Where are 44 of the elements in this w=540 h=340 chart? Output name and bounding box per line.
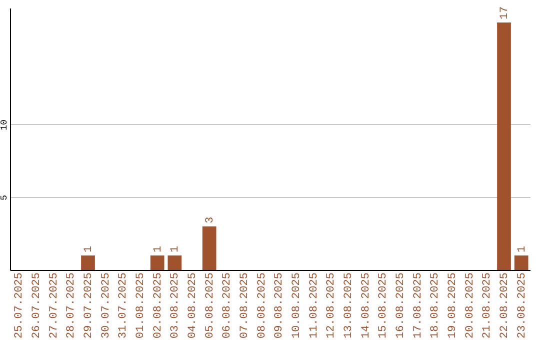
x-tick-label: 07.08.2025 <box>239 272 251 339</box>
bar <box>497 22 511 270</box>
x-tick-label: 03.08.2025 <box>170 272 182 339</box>
x-tick-label: 21.08.2025 <box>482 272 494 339</box>
x-tick-label: 28.07.2025 <box>66 272 78 339</box>
x-tick-label: 25.07.2025 <box>14 272 26 339</box>
x-tick-label: 11.08.2025 <box>308 272 320 339</box>
x-tick-label: 06.08.2025 <box>222 272 234 339</box>
y-tick-label: 5 <box>0 195 10 200</box>
data-label: 1 <box>152 245 164 252</box>
x-tick-label: 29.07.2025 <box>83 272 95 339</box>
x-tick-label: 17.08.2025 <box>412 272 424 339</box>
x-tick-label: 16.08.2025 <box>395 272 407 339</box>
data-label: 1 <box>516 245 528 252</box>
data-label: 1 <box>83 245 95 252</box>
x-tick-label: 18.08.2025 <box>430 272 442 339</box>
x-tick-label: 23.08.2025 <box>516 272 528 339</box>
x-tick-label: 20.08.2025 <box>464 272 476 339</box>
bar <box>514 255 528 270</box>
bar <box>81 255 95 270</box>
x-tick-label: 02.08.2025 <box>152 272 164 339</box>
x-tick-label: 15.08.2025 <box>378 272 390 339</box>
x-tick-label: 14.08.2025 <box>360 272 372 339</box>
x-tick-label: 27.07.2025 <box>48 272 60 339</box>
data-label: 1 <box>170 245 182 252</box>
x-tick-label: 13.08.2025 <box>343 272 355 339</box>
x-tick-label: 31.07.2025 <box>118 272 130 339</box>
data-label: 17 <box>499 6 511 20</box>
x-tick-label: 09.08.2025 <box>274 272 286 339</box>
bar <box>150 255 164 270</box>
x-tick-label: 05.08.2025 <box>204 272 216 339</box>
x-tick-label: 19.08.2025 <box>447 272 459 339</box>
bar <box>202 226 216 270</box>
x-tick-label: 26.07.2025 <box>31 272 43 339</box>
x-tick-label: 01.08.2025 <box>135 272 147 339</box>
x-tick-label: 08.08.2025 <box>256 272 268 339</box>
x-tick-label: 22.08.2025 <box>499 272 511 339</box>
x-tick-label: 12.08.2025 <box>326 272 338 339</box>
x-tick-label: 10.08.2025 <box>291 272 303 339</box>
x-tick-label: 30.07.2025 <box>100 272 112 339</box>
bar <box>168 255 182 270</box>
x-tick-label: 04.08.2025 <box>187 272 199 339</box>
y-tick-label: 10 <box>0 120 10 130</box>
data-label: 3 <box>204 216 216 224</box>
